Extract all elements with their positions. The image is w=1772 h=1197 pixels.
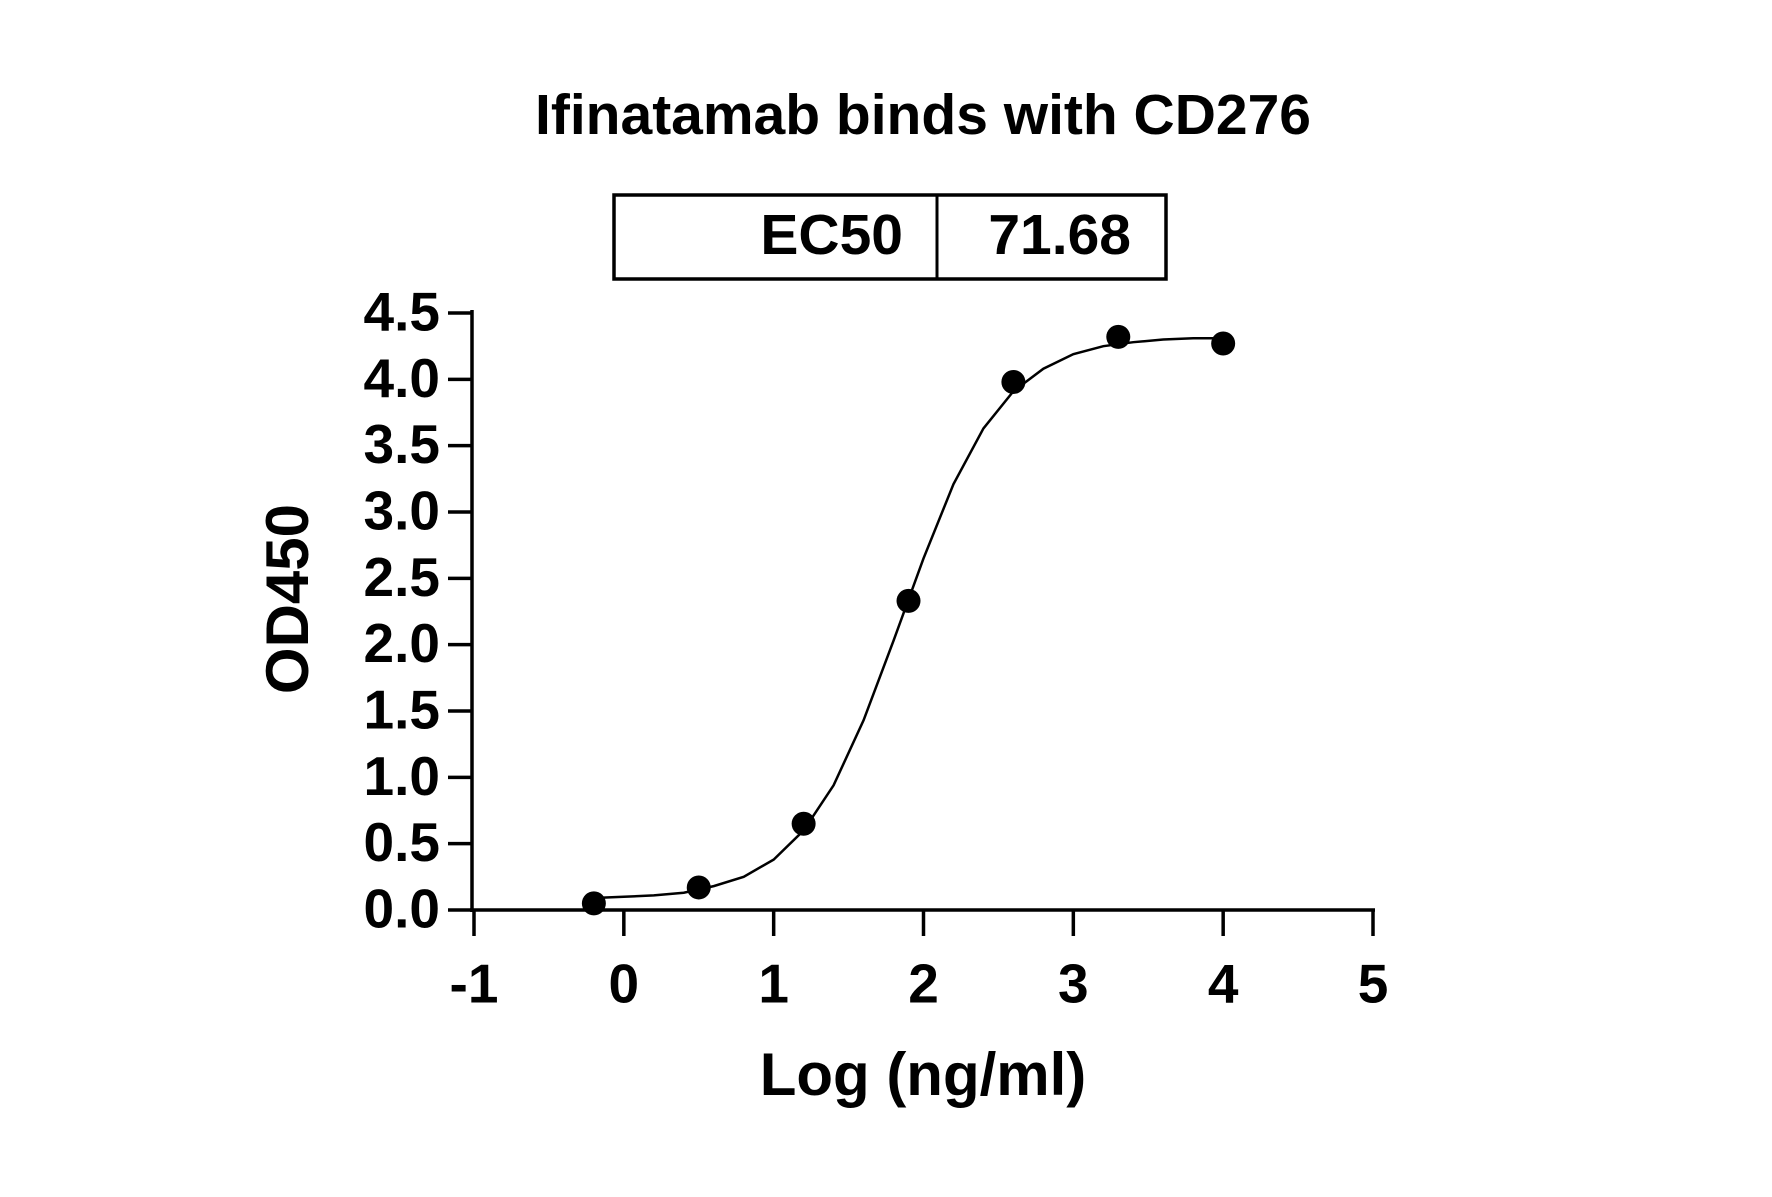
chart-title: Ifinatamab binds with CD276: [535, 83, 1311, 147]
y-axis-label: OD450: [254, 504, 321, 694]
fit-curve: [593, 336, 1224, 900]
x-tick-label: 5: [1358, 953, 1389, 1015]
y-tick-label: 4.5: [364, 281, 440, 343]
data-point: [686, 875, 711, 900]
y-tick-label: 4.0: [364, 347, 440, 409]
y-tick-label: 2.0: [364, 612, 440, 674]
y-tick-label: 0.0: [364, 878, 440, 940]
y-tick-label: 3.5: [364, 413, 440, 475]
x-tick-label: 3: [1058, 953, 1089, 1015]
data-point: [791, 811, 816, 836]
x-axis-label: Log (ng/ml): [760, 1041, 1087, 1108]
y-tick-label: 3.0: [364, 480, 440, 542]
ec50-value: 71.68: [988, 203, 1131, 267]
y-tick-label: 2.5: [364, 546, 440, 608]
data-point: [581, 891, 606, 916]
x-tick-label: 0: [609, 953, 640, 1015]
data-point: [1211, 331, 1236, 356]
y-tick-label: 1.0: [364, 745, 440, 807]
x-tick-label: 1: [758, 953, 789, 1015]
x-tick-label: 4: [1208, 953, 1239, 1015]
y-tick-label: 0.5: [364, 811, 440, 873]
ec50-label: EC50: [760, 203, 903, 267]
y-tick-label: 1.5: [364, 679, 440, 741]
x-tick-label: 2: [908, 953, 939, 1015]
x-tick-label: -1: [450, 953, 499, 1015]
ec50-table: [612, 193, 1168, 281]
